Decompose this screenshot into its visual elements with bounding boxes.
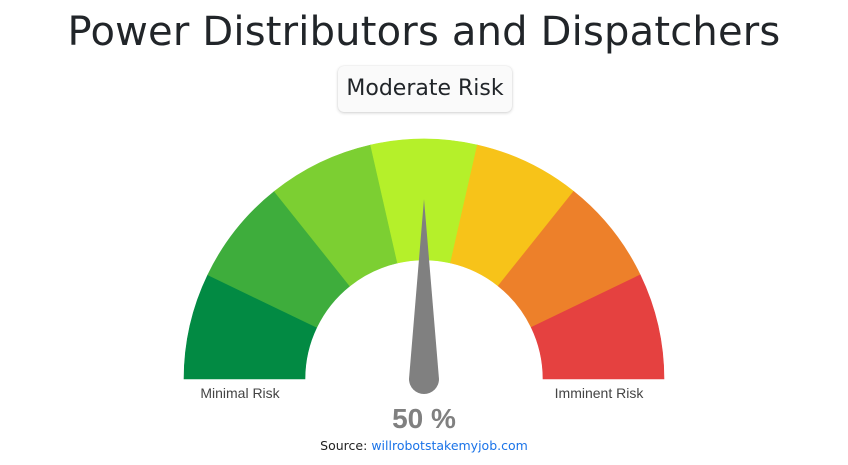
source-prefix: Source: bbox=[320, 438, 368, 453]
source-line: Source: willrobotstakemyjob.com bbox=[0, 438, 848, 453]
source-link[interactable]: willrobotstakemyjob.com bbox=[371, 438, 528, 453]
gauge-band-7 bbox=[530, 274, 665, 380]
page-title: Power Distributors and Dispatchers bbox=[67, 9, 781, 55]
gauge-min-label: Minimal Risk bbox=[200, 385, 280, 401]
gauge-needle bbox=[409, 199, 439, 394]
gauge-max-label: Imminent Risk bbox=[555, 385, 645, 401]
gauge-value-label: 50 % bbox=[392, 403, 456, 434]
risk-level-badge: Moderate Risk bbox=[338, 66, 512, 112]
gauge-needle-pointer bbox=[409, 199, 439, 394]
gauge-bands bbox=[183, 138, 665, 380]
